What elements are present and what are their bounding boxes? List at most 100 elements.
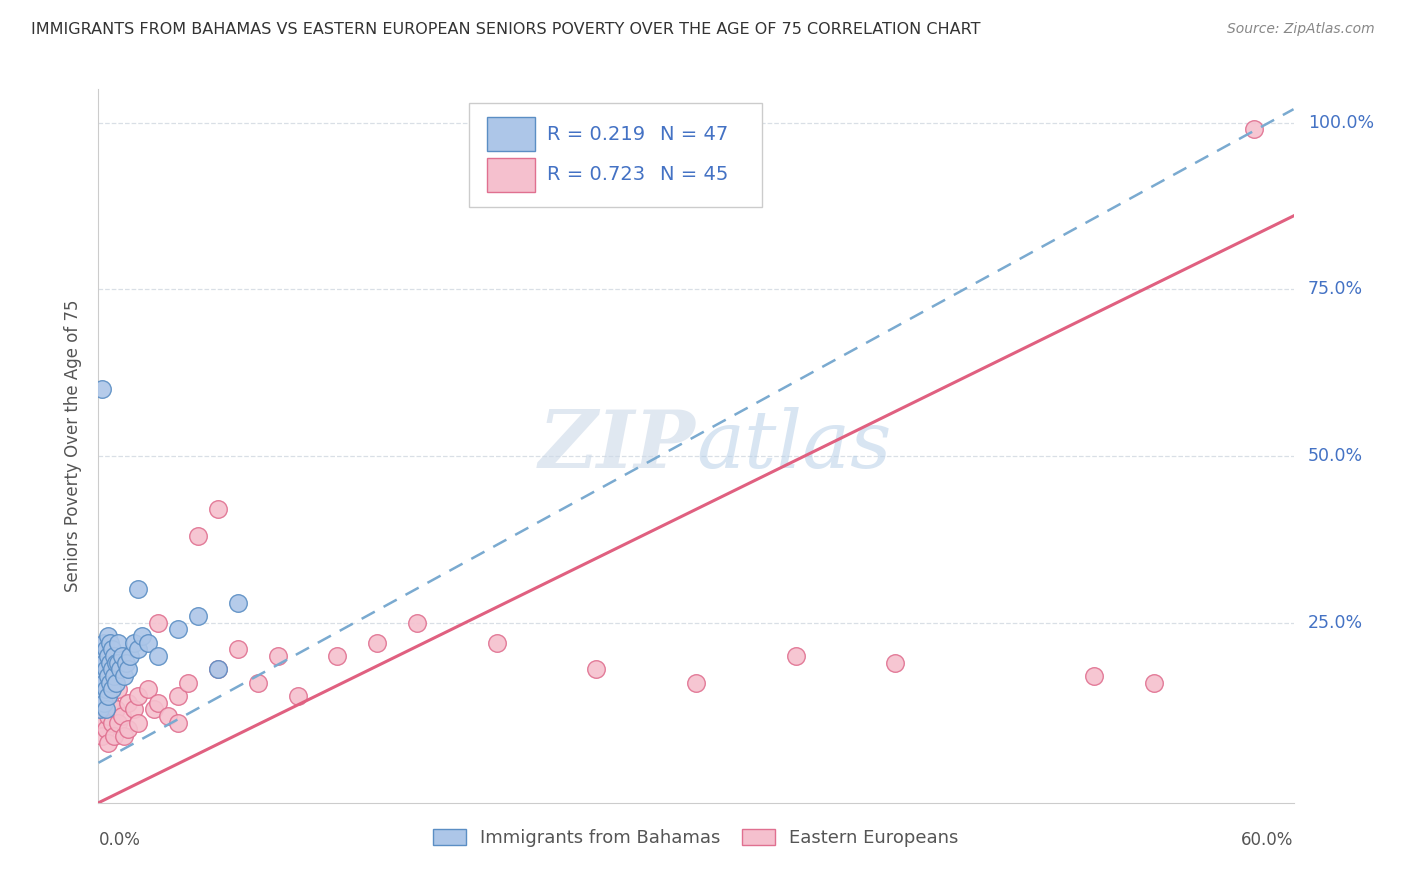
Point [117,723,139,737]
Point [91,382,114,396]
Text: N = 45: N = 45 [661,165,728,185]
Point [226,596,249,610]
Point [167,623,190,637]
Point [124,702,146,716]
Point [115,656,138,670]
Text: N = 47: N = 47 [661,125,728,144]
Point [112,729,135,743]
Point [96,662,118,676]
Point [93,702,115,716]
Point [287,689,309,703]
Point [177,675,200,690]
Point [93,636,115,650]
Point [91,669,114,683]
Point [101,662,124,676]
Point [406,615,429,630]
Point [105,702,128,716]
Point [111,709,134,723]
Text: ZIP: ZIP [538,408,696,484]
Text: atlas: atlas [696,408,891,484]
Point [89,682,111,697]
Text: R = 0.219: R = 0.219 [547,125,645,144]
Point [111,649,134,664]
Point [112,669,135,683]
Point [187,609,209,624]
Point [157,709,180,723]
Point [96,702,118,716]
Text: IMMIGRANTS FROM BAHAMAS VS EASTERN EUROPEAN SENIORS POVERTY OVER THE AGE OF 75 C: IMMIGRANTS FROM BAHAMAS VS EASTERN EUROP… [31,22,980,37]
Point [131,629,153,643]
FancyBboxPatch shape [470,103,762,207]
Point [207,662,229,676]
Point [148,696,170,710]
Point [884,656,907,670]
Point [326,649,349,664]
Point [91,729,114,743]
Point [98,656,122,670]
Point [124,636,146,650]
Point [103,729,125,743]
Point [117,662,139,676]
Point [110,662,132,676]
Point [97,649,120,664]
Point [103,669,125,683]
Point [101,682,124,697]
Point [107,656,129,670]
Text: R = 0.723: R = 0.723 [547,165,645,185]
Point [136,636,159,650]
Point [93,675,115,690]
Point [97,736,120,750]
Point [207,662,229,676]
Point [187,529,209,543]
Point [93,656,115,670]
Point [1143,675,1166,690]
Point [127,689,149,703]
Point [107,715,129,730]
Text: Source: ZipAtlas.com: Source: ZipAtlas.com [1227,22,1375,37]
Y-axis label: Seniors Poverty Over the Age of 75: Seniors Poverty Over the Age of 75 [63,300,82,592]
Point [107,682,129,697]
Point [105,675,128,690]
Point [207,502,229,516]
Point [167,689,190,703]
Text: 0.0%: 0.0% [98,831,141,849]
Point [101,642,124,657]
Point [93,696,115,710]
Point [91,689,114,703]
Point [89,702,111,716]
Point [1083,669,1105,683]
Point [366,636,388,650]
Point [96,682,118,697]
Point [246,675,269,690]
Point [585,662,607,676]
Point [89,662,111,676]
Point [105,656,128,670]
Point [103,649,125,664]
Point [97,629,120,643]
Point [107,636,129,650]
Point [91,649,114,664]
Point [148,649,170,664]
Point [143,702,166,716]
Point [117,696,139,710]
Point [127,715,149,730]
Text: 75.0%: 75.0% [1308,280,1362,298]
Point [1243,122,1265,136]
Point [485,636,508,650]
Legend: Immigrants from Bahamas, Eastern Europeans: Immigrants from Bahamas, Eastern Europea… [426,822,966,855]
Point [98,696,122,710]
Text: 25.0%: 25.0% [1308,614,1362,632]
Point [120,649,142,664]
Point [97,689,120,703]
Point [101,715,124,730]
Point [127,582,149,597]
Point [148,615,170,630]
Point [98,675,122,690]
Point [96,723,118,737]
Point [685,675,707,690]
Point [226,642,249,657]
Point [785,649,807,664]
Point [136,682,159,697]
Text: 100.0%: 100.0% [1308,113,1374,131]
Point [97,669,120,683]
